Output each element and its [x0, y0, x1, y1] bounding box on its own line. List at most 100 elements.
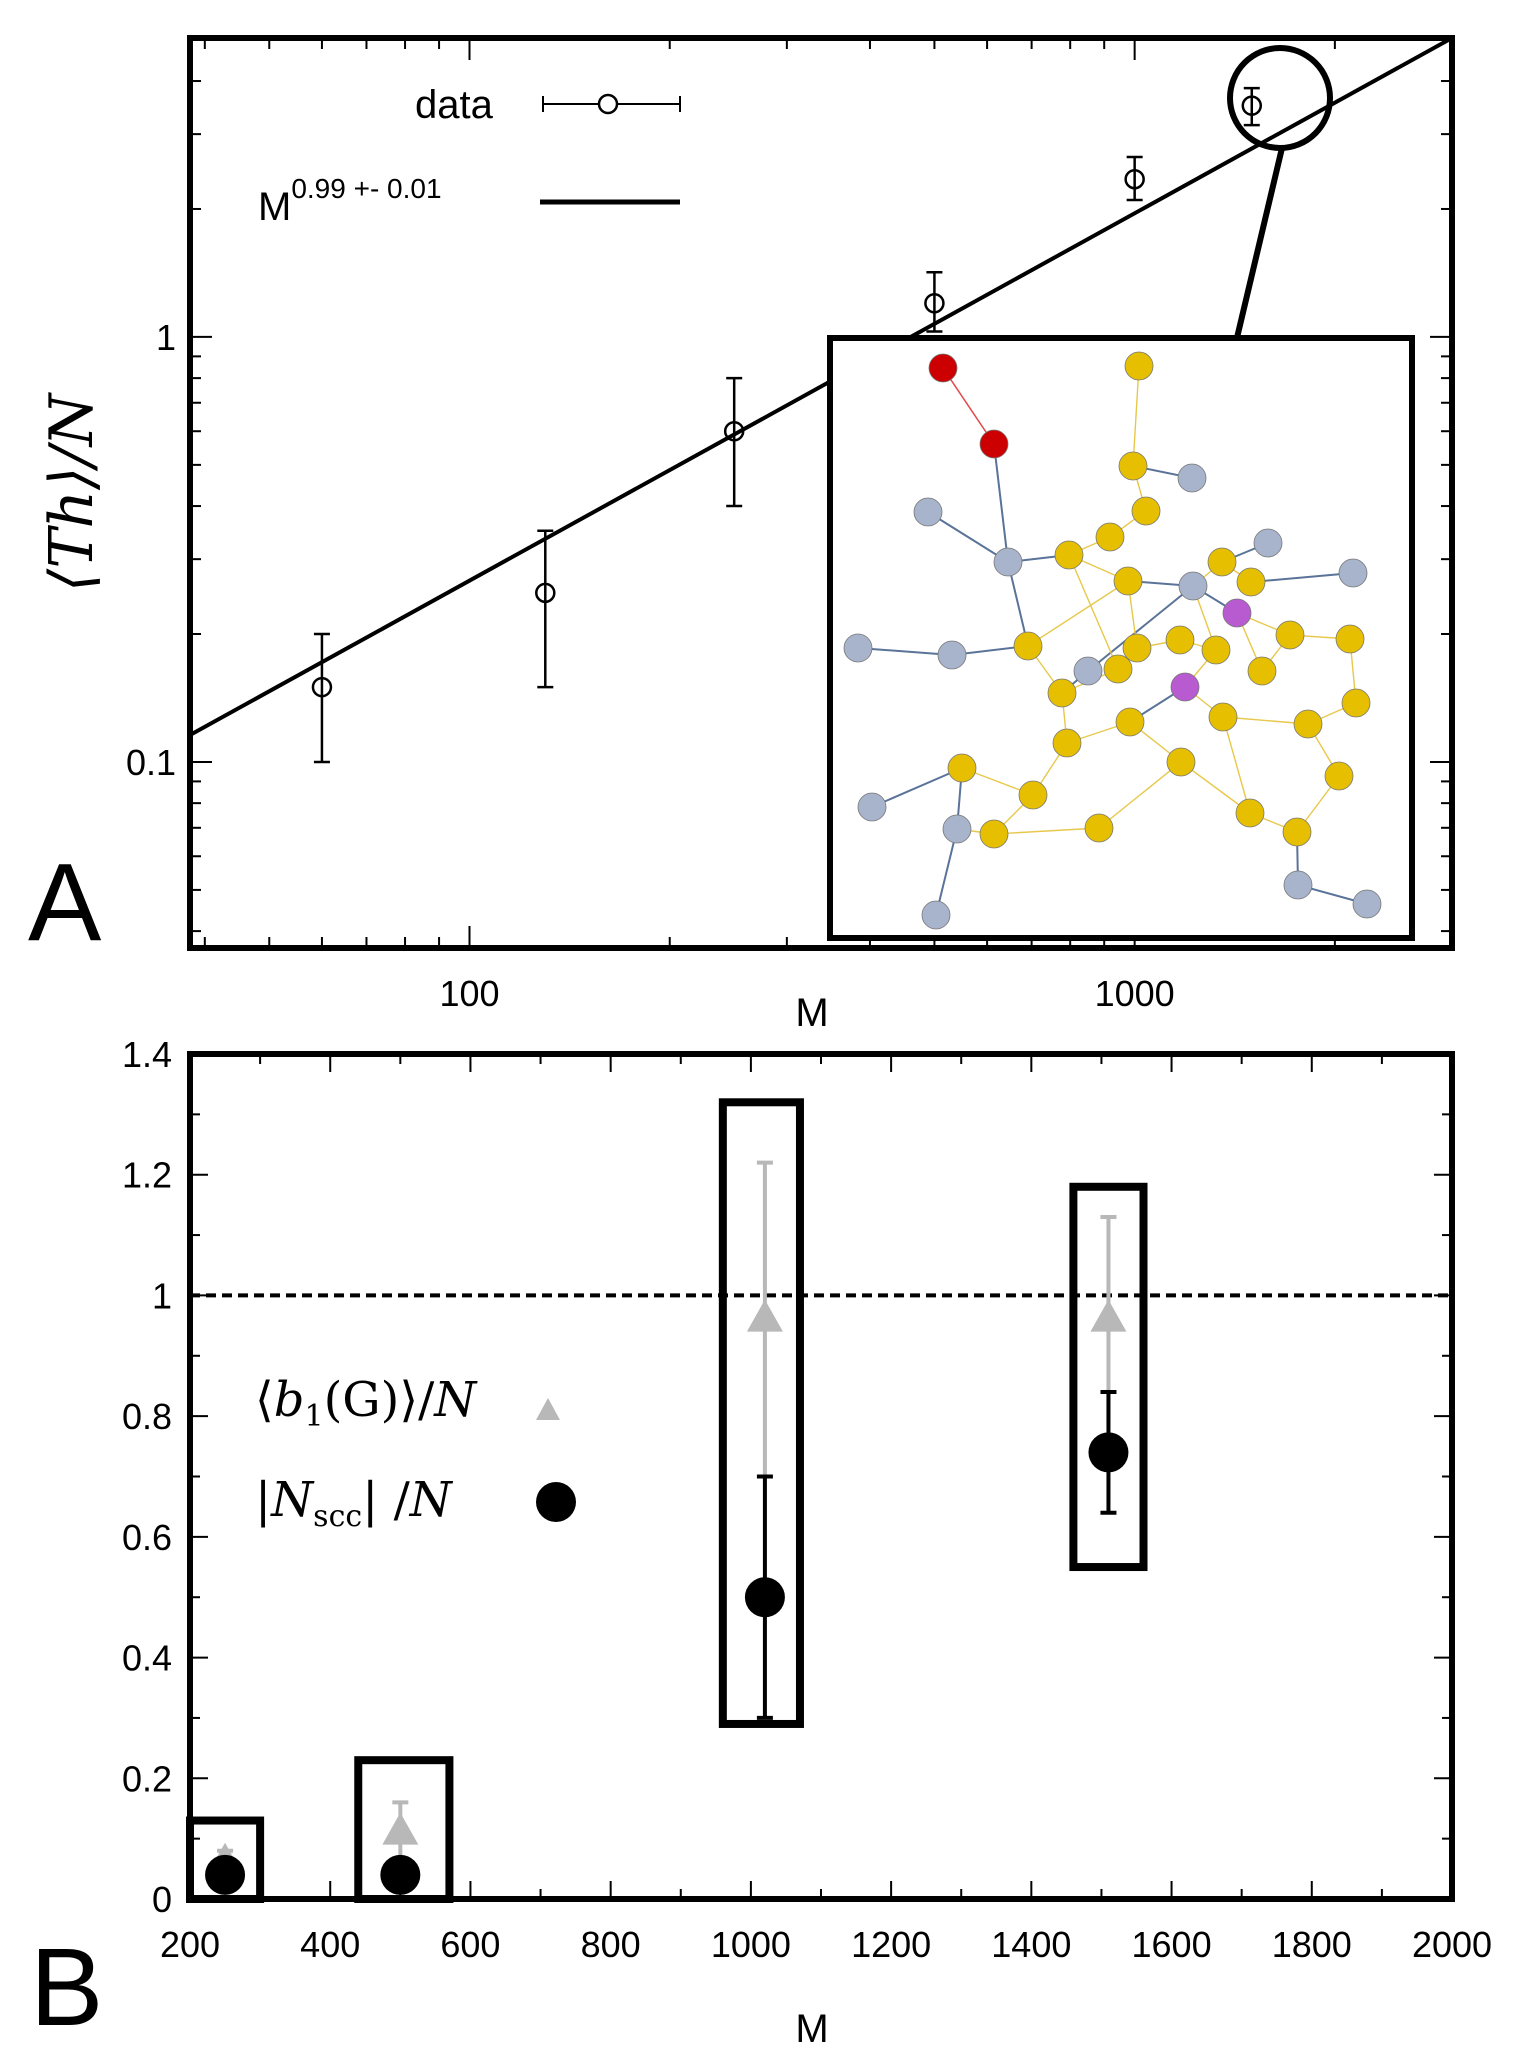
node-circle [1338, 558, 1368, 588]
triangle-point [382, 1800, 419, 1857]
network-node [1282, 817, 1312, 847]
network-node [1113, 566, 1143, 596]
network-edge [927, 511, 1009, 563]
node-circle [937, 640, 967, 670]
data-point [723, 376, 745, 508]
node-circle [1178, 571, 1208, 601]
circle-point [1088, 1390, 1129, 1515]
node-circle [942, 814, 972, 844]
marker-open-circle [1124, 168, 1145, 190]
node-circle [1084, 813, 1114, 843]
network-edge [1027, 580, 1129, 647]
node-circle [1275, 620, 1305, 650]
node-circle [921, 900, 951, 930]
panel-b-x-label: M [795, 2007, 828, 2051]
node-circle [1054, 540, 1084, 570]
legend-b1-label: ⟨b1(G)⟩/N [255, 1372, 478, 1434]
network-edge [1087, 585, 1194, 672]
marker-open-circle [311, 676, 333, 698]
network-node [1073, 656, 1103, 686]
legend-data-marker [597, 93, 619, 115]
node-circle [1236, 567, 1266, 597]
network-node [1124, 351, 1154, 381]
network-edge [1250, 572, 1354, 583]
marker-filled-circle [744, 1577, 785, 1618]
x-tick-label: 2000 [1412, 1924, 1492, 1965]
node-circle [857, 792, 887, 822]
highlight-box [1069, 1182, 1148, 1572]
highlight-box [718, 1098, 804, 1728]
node-circle [1118, 451, 1148, 481]
y-tick-label: 1.2 [122, 1155, 172, 1196]
marker-open-circle [924, 293, 945, 314]
x-tick-label: 1000 [1095, 973, 1175, 1014]
node-circle [1208, 702, 1238, 732]
network-node [1222, 598, 1252, 628]
x-tick-label: 600 [440, 1924, 500, 1965]
marker-triangle [746, 1299, 783, 1332]
node-circle [1341, 688, 1371, 718]
node-circle [1235, 798, 1265, 828]
network-inset [827, 335, 1415, 941]
legend-data-label: data [415, 83, 494, 127]
panel-a-frame [187, 35, 1455, 951]
node-circle [1124, 351, 1154, 381]
network-node [979, 819, 1009, 849]
node-circle [979, 819, 1009, 849]
node-circle [1113, 566, 1143, 596]
node-circle [979, 429, 1009, 459]
network-node [1207, 547, 1237, 577]
network-node [1047, 678, 1077, 708]
y-tick-label: 1 [156, 317, 176, 358]
network-edge [935, 828, 958, 916]
network-node [1118, 451, 1148, 481]
panel-b-letter: B [30, 1926, 103, 2049]
marker-filled-circle [380, 1854, 421, 1895]
data-point [535, 529, 556, 689]
network-edge [1222, 716, 1251, 814]
legend-circle-marker [536, 1482, 576, 1522]
y-tick-label: 0 [152, 1879, 172, 1920]
node-circle [1335, 624, 1365, 654]
node-circle [1115, 707, 1145, 737]
network-node [937, 640, 967, 670]
node-circle [1018, 780, 1048, 810]
x-tick-label: 1200 [851, 1924, 931, 1965]
node-circle [1095, 522, 1125, 552]
network-node [1115, 707, 1145, 737]
y-tick-label: 0.1 [126, 742, 176, 783]
network-node [947, 753, 977, 783]
y-tick-label: 1.4 [122, 1034, 172, 1075]
node-circle [1131, 496, 1161, 526]
network-node [1338, 558, 1368, 588]
network-node [1283, 870, 1313, 900]
marker-open-circle [723, 420, 745, 442]
network-node [979, 429, 1009, 459]
marker-triangle [382, 1812, 419, 1845]
svg-text:⟨Th⟩/N: ⟨Th⟩/N [37, 391, 107, 592]
marker-open-circle [1241, 95, 1263, 116]
network-node [1052, 728, 1082, 758]
panel-a-fit-line [189, 36, 1453, 737]
panel-a-data-points [311, 86, 1263, 764]
x-tick-label: 1800 [1272, 1924, 1352, 1965]
node-circle [947, 753, 977, 783]
network-node [1208, 702, 1238, 732]
network-node [1324, 761, 1354, 791]
network-node [942, 814, 972, 844]
network-node [1341, 688, 1371, 718]
panel-a-x-label: M [795, 991, 828, 1035]
x-tick-label: 1400 [991, 1924, 1071, 1965]
marker-open-circle [535, 582, 556, 604]
circle-point [744, 1474, 785, 1720]
network-node [1253, 528, 1283, 558]
network-edge [871, 767, 963, 808]
node-circle [1103, 654, 1133, 684]
node-circle [1282, 817, 1312, 847]
data-point [311, 632, 333, 764]
inset-frame [827, 335, 1415, 941]
node-circle [1324, 761, 1354, 791]
node-circle [1122, 633, 1152, 663]
data-point [1241, 86, 1263, 127]
node-circle [1013, 631, 1043, 661]
